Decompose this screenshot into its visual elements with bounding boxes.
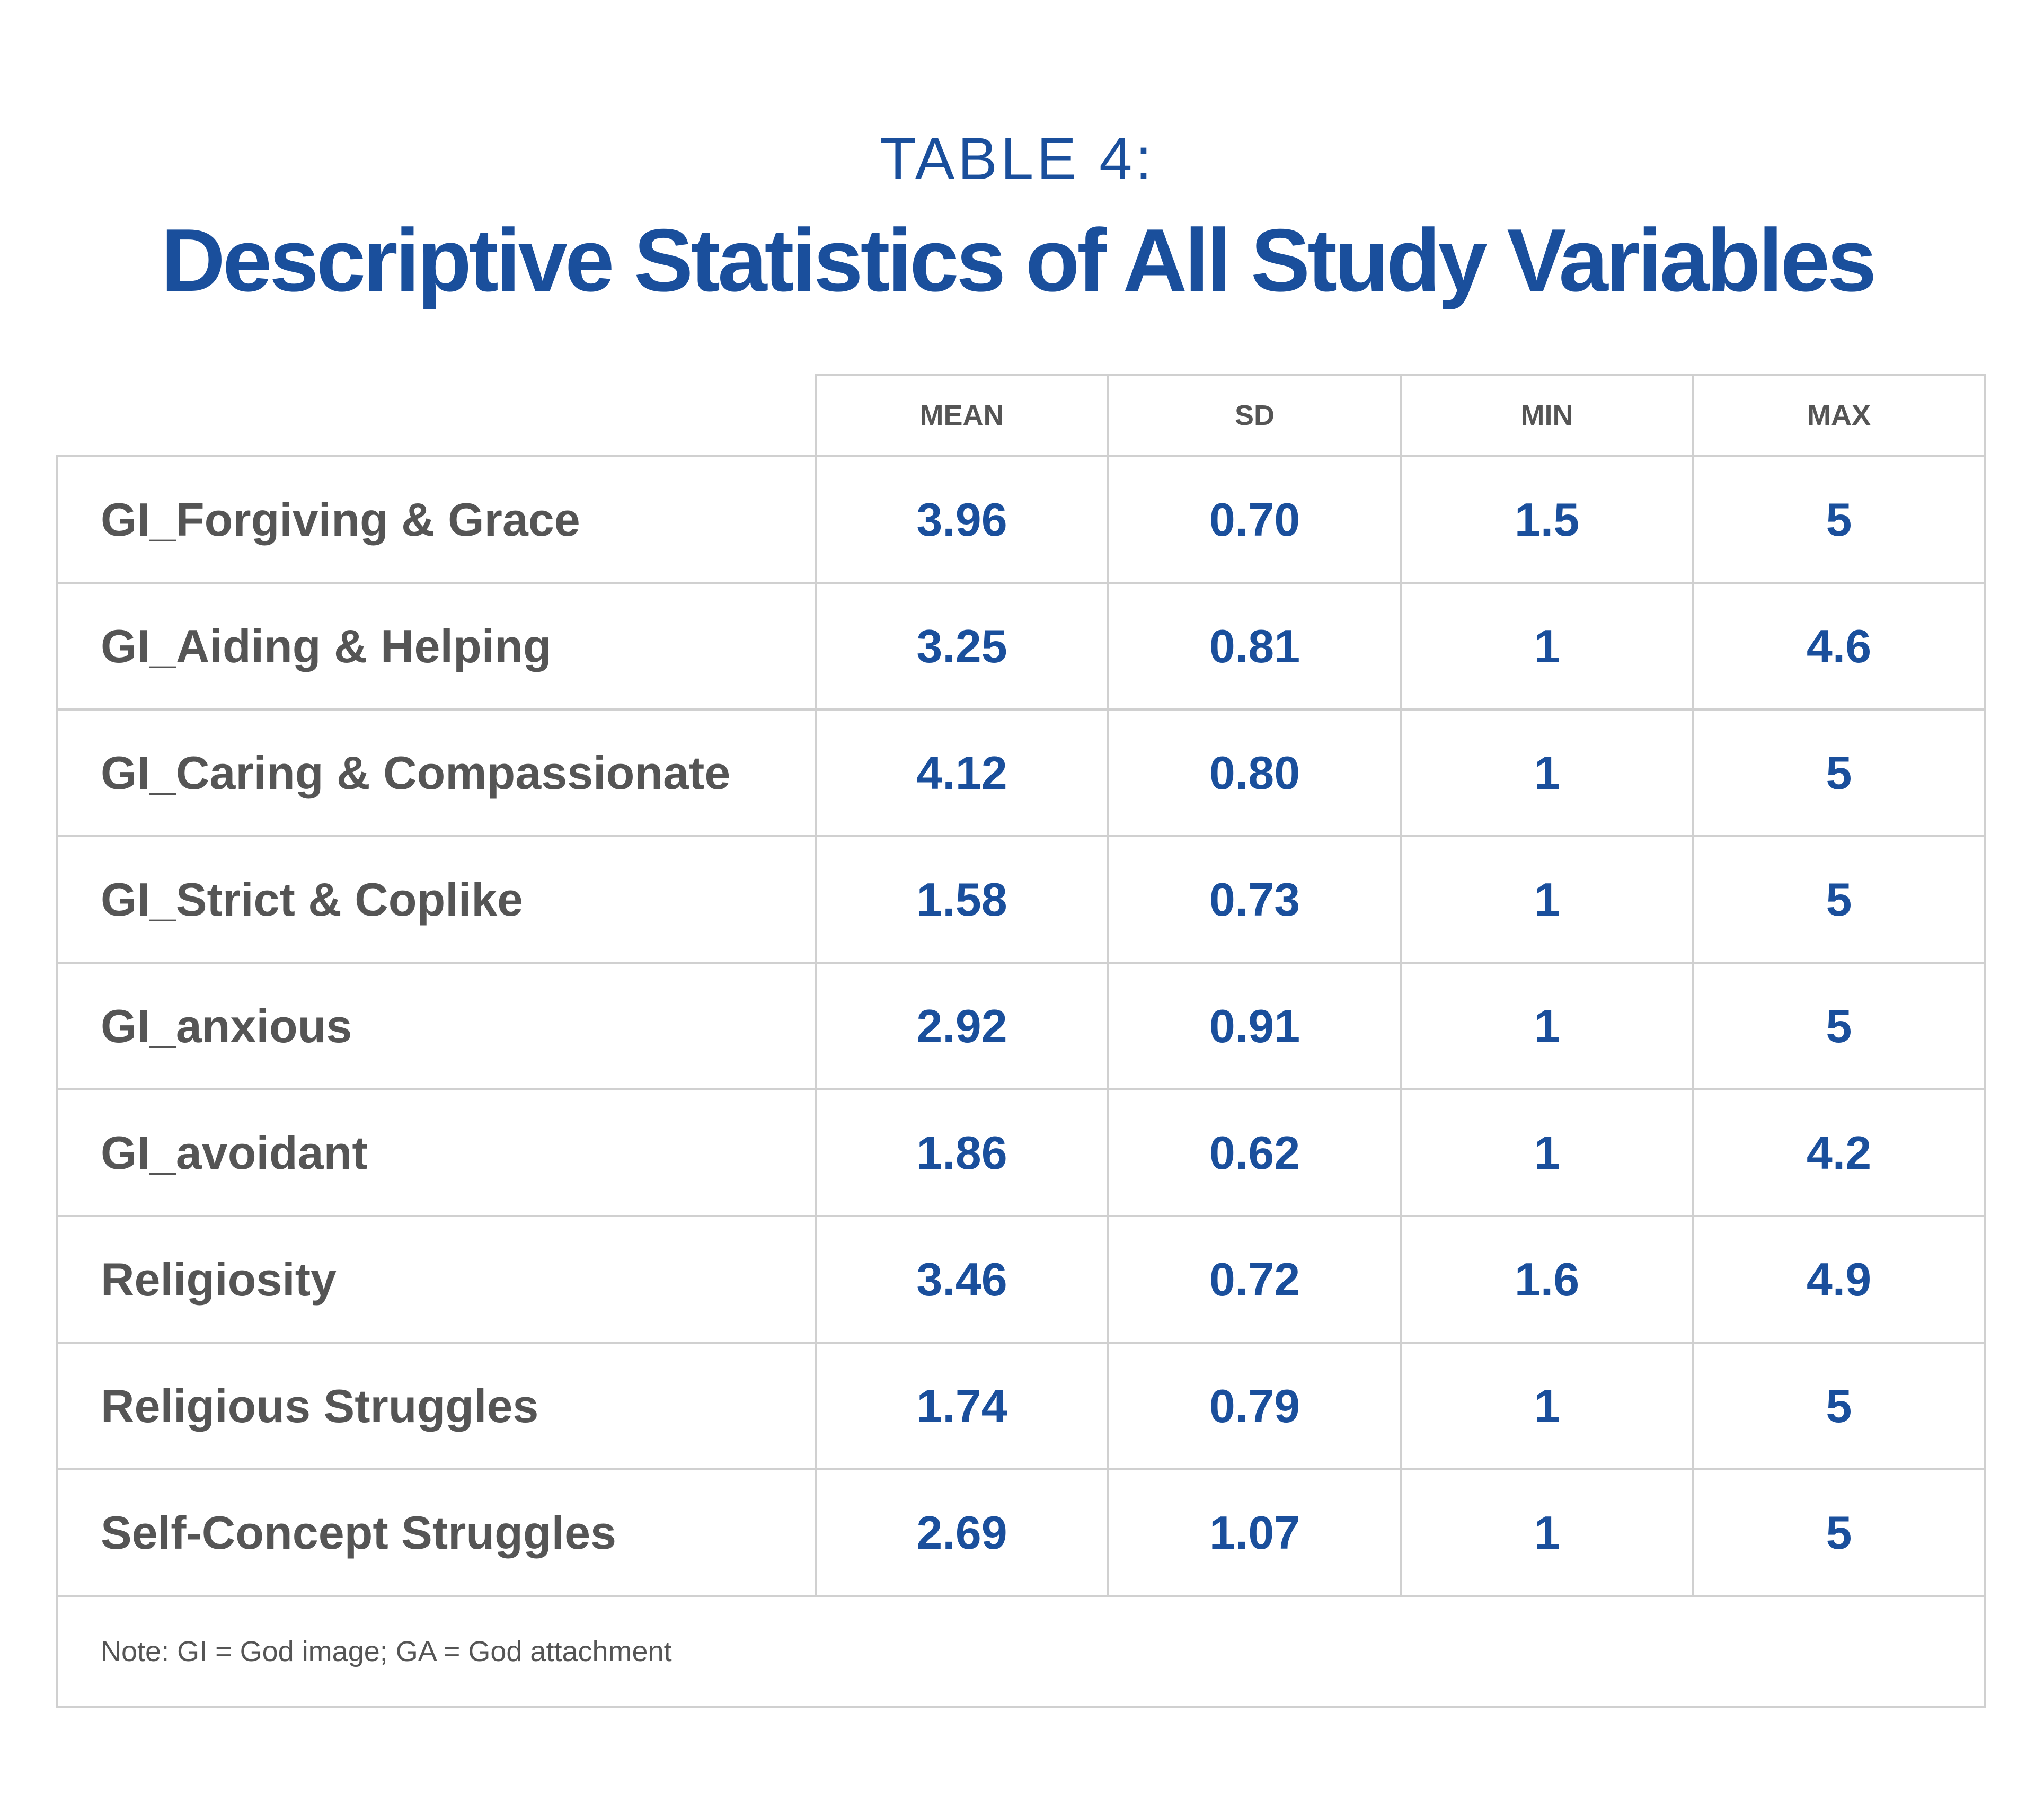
column-header: MEAN	[815, 374, 1109, 457]
cell-value: 0.79	[1107, 1342, 1402, 1470]
data-row: GI_anxious 2.92 0.91 1 5	[56, 962, 1986, 1090]
data-row: GI_Aiding & Helping 3.25 0.81 1 4.6	[56, 582, 1986, 711]
table-note: Note: GI = God image; GA = God attachmen…	[56, 1595, 1986, 1708]
cell-value: 1.5	[1400, 455, 1694, 584]
cell-value: 5	[1692, 1342, 1986, 1470]
data-row: GI_Caring & Compassionate 4.12 0.80 1 5	[56, 708, 1986, 837]
cell-value: 5	[1692, 962, 1986, 1090]
cell-value: 3.46	[815, 1215, 1109, 1344]
note-row: Note: GI = God image; GA = God attachmen…	[56, 1595, 1986, 1708]
cell-value: 1	[1400, 1088, 1694, 1217]
data-row: GI_Strict & Coplike 1.58 0.73 1 5	[56, 835, 1986, 964]
cell-value: 0.70	[1107, 455, 1402, 584]
column-header: SD	[1107, 374, 1402, 457]
cell-value: 5	[1692, 1468, 1986, 1597]
row-label: GI_Aiding & Helping	[56, 582, 817, 711]
cell-value: 1.58	[815, 835, 1109, 964]
row-label: GI_Caring & Compassionate	[56, 708, 817, 837]
cell-value: 1	[1400, 962, 1694, 1090]
row-label: Religious Struggles	[56, 1342, 817, 1470]
cell-value: 4.2	[1692, 1088, 1986, 1217]
data-row: Self-Concept Struggles 2.69 1.07 1 5	[56, 1468, 1986, 1597]
cell-value: 0.81	[1107, 582, 1402, 711]
cell-value: 0.91	[1107, 962, 1402, 1090]
cell-value: 0.62	[1107, 1088, 1402, 1217]
cell-value: 2.69	[815, 1468, 1109, 1597]
data-row: Religiosity 3.46 0.72 1.6 4.9	[56, 1215, 1986, 1344]
header-blank	[57, 375, 817, 457]
row-label: GI_avoidant	[56, 1088, 817, 1217]
cell-value: 3.96	[815, 455, 1109, 584]
cell-value: 5	[1692, 455, 1986, 584]
data-row: GI_Forgiving & Grace 3.96 0.70 1.5 5	[56, 455, 1986, 584]
column-header: MIN	[1400, 374, 1694, 457]
header-row: MEAN SD MIN MAX	[57, 374, 1986, 457]
cell-value: 5	[1692, 835, 1986, 964]
cell-value: 3.25	[815, 582, 1109, 711]
cell-value: 1	[1400, 1342, 1694, 1470]
row-label: GI_Forgiving & Grace	[56, 455, 817, 584]
cell-value: 4.12	[815, 708, 1109, 837]
cell-value: 5	[1692, 708, 1986, 837]
cell-value: 4.9	[1692, 1215, 1986, 1344]
cell-value: 1	[1400, 582, 1694, 711]
stats-table: MEAN SD MIN MAX GI_Forgiving & Grace 3.96 0.70…	[56, 374, 1986, 1708]
cell-value: 1	[1400, 708, 1694, 837]
row-label: GI_Strict & Coplike	[56, 835, 817, 964]
row-label: GI_anxious	[56, 962, 817, 1090]
cell-value: 2.92	[815, 962, 1109, 1090]
row-label: Religiosity	[56, 1215, 817, 1344]
cell-value: 4.6	[1692, 582, 1986, 711]
cell-value: 1	[1400, 835, 1694, 964]
cell-value: 0.72	[1107, 1215, 1402, 1344]
row-label: Self-Concept Struggles	[56, 1468, 817, 1597]
table-label: TABLE 4:	[880, 126, 1155, 192]
data-row: GI_avoidant 1.86 0.62 1 4.2	[56, 1088, 1986, 1217]
table-title: Descriptive Statistics of All Study Vari…	[161, 210, 1877, 310]
column-header: MAX	[1692, 374, 1986, 457]
cell-value: 0.73	[1107, 835, 1402, 964]
cell-value: 1	[1400, 1468, 1694, 1597]
cell-value: 1.07	[1107, 1468, 1402, 1597]
data-row: Religious Struggles 1.74 0.79 1 5	[56, 1342, 1986, 1470]
cell-value: 0.80	[1107, 708, 1402, 837]
cell-value: 1.86	[815, 1088, 1109, 1217]
cell-value: 1.74	[815, 1342, 1109, 1470]
cell-value: 1.6	[1400, 1215, 1694, 1344]
